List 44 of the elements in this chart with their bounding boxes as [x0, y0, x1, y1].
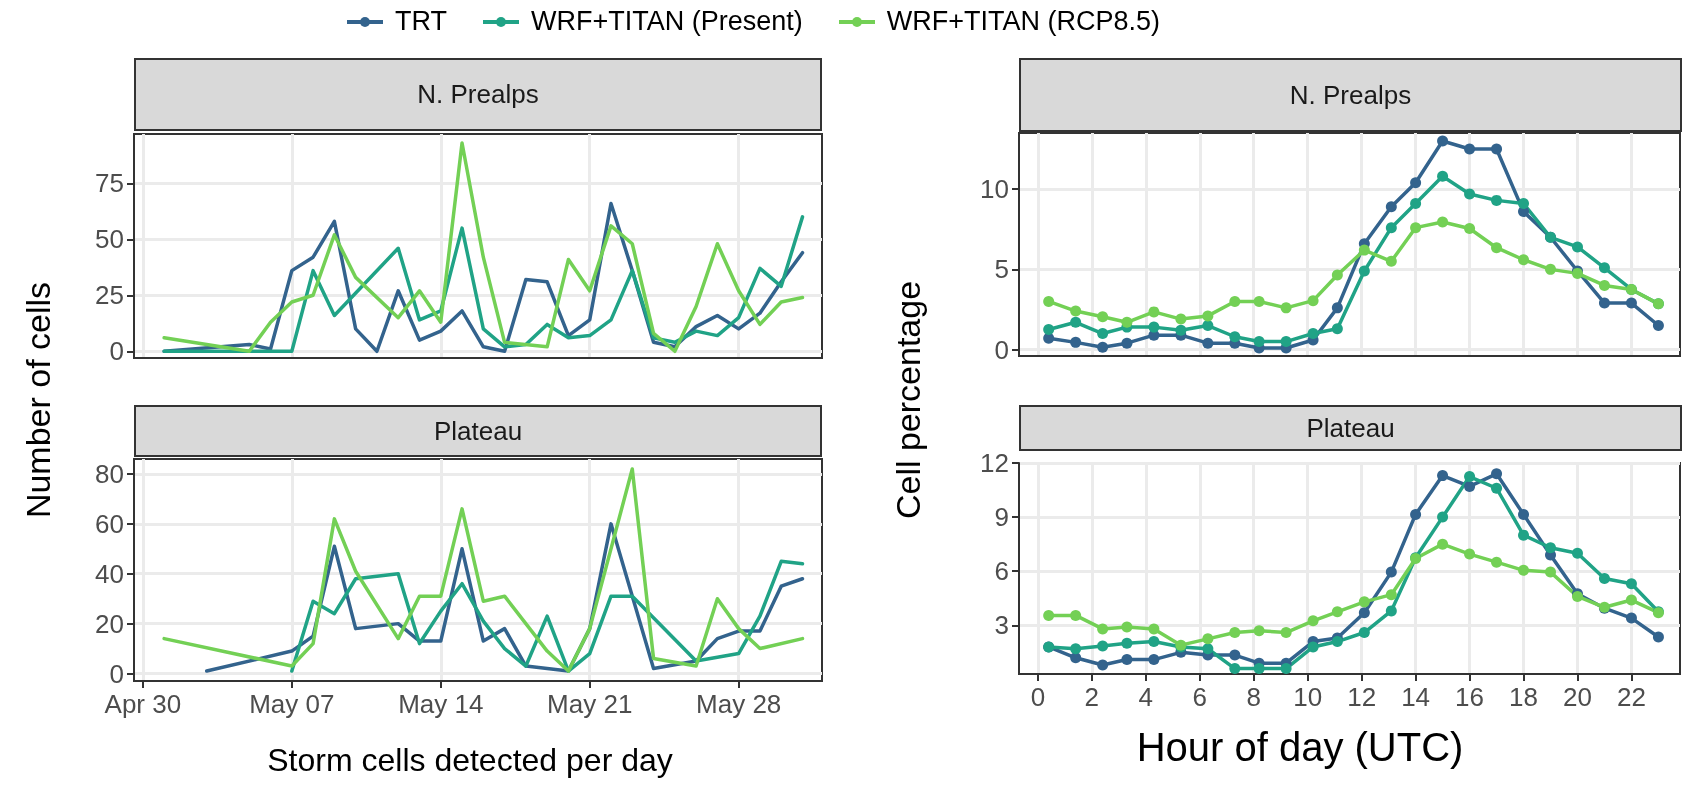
- y-tick-label: 6: [994, 556, 1009, 587]
- y-tick-label: 0: [109, 336, 124, 367]
- y-tick-label: 0: [994, 334, 1009, 365]
- legend-label: WRF+TITAN (Present): [531, 6, 803, 37]
- y-tick-label: 50: [95, 224, 124, 255]
- chart-title: Plateau: [1019, 405, 1682, 451]
- x-tick-label: 0: [1030, 682, 1046, 712]
- legend-label: TRT: [395, 6, 447, 37]
- x-tick-label: May 21: [547, 689, 633, 719]
- y-axis-title: Number of cells: [18, 281, 58, 519]
- y-tick-label: 25: [95, 280, 124, 311]
- x-tick-label: 10: [1293, 682, 1323, 712]
- x-tick-label: 6: [1192, 682, 1207, 712]
- x-tick-label: 16: [1455, 682, 1485, 712]
- y-tick-label: 3: [994, 610, 1009, 641]
- x-axis-title: Hour of day (UTC): [1136, 725, 1464, 770]
- x-tick-label: 20: [1563, 682, 1592, 712]
- y-tick-label: 9: [994, 502, 1009, 533]
- y-axis-title: Cell percentage: [888, 280, 928, 520]
- y-tick-label: 75: [95, 168, 124, 199]
- x-tick-label: 4: [1138, 682, 1154, 712]
- x-tick-label: 14: [1401, 682, 1431, 712]
- y-tick-label: 5: [994, 254, 1009, 285]
- x-axis-title: Storm cells detected per day: [267, 742, 673, 779]
- legend-label: WRF+TITAN (RCP8.5): [886, 6, 1161, 37]
- y-tick-label: 40: [95, 558, 124, 589]
- y-tick-label: 10: [980, 174, 1009, 205]
- x-tick-label: 8: [1246, 682, 1261, 712]
- y-tick-label: 80: [95, 458, 124, 489]
- x-tick-label: May 07: [249, 689, 335, 719]
- chart-title: N. Prealps: [134, 58, 822, 131]
- x-tick-label: 12: [1347, 682, 1377, 712]
- x-tick-label: May 28: [696, 689, 782, 719]
- chart-title: N. Prealps: [1019, 58, 1682, 132]
- x-tick-label: 18: [1509, 682, 1538, 712]
- chart-title: Plateau: [134, 405, 822, 457]
- x-tick-label: Apr 30: [104, 689, 182, 719]
- x-tick-label: May 14: [398, 689, 484, 719]
- y-tick-label: 0: [109, 658, 124, 689]
- x-tick-label: 2: [1084, 682, 1100, 712]
- y-tick-label: 60: [95, 508, 124, 539]
- y-tick-label: 20: [95, 608, 124, 639]
- x-tick-label: 22: [1616, 682, 1646, 712]
- y-tick-label: 12: [980, 448, 1009, 478]
